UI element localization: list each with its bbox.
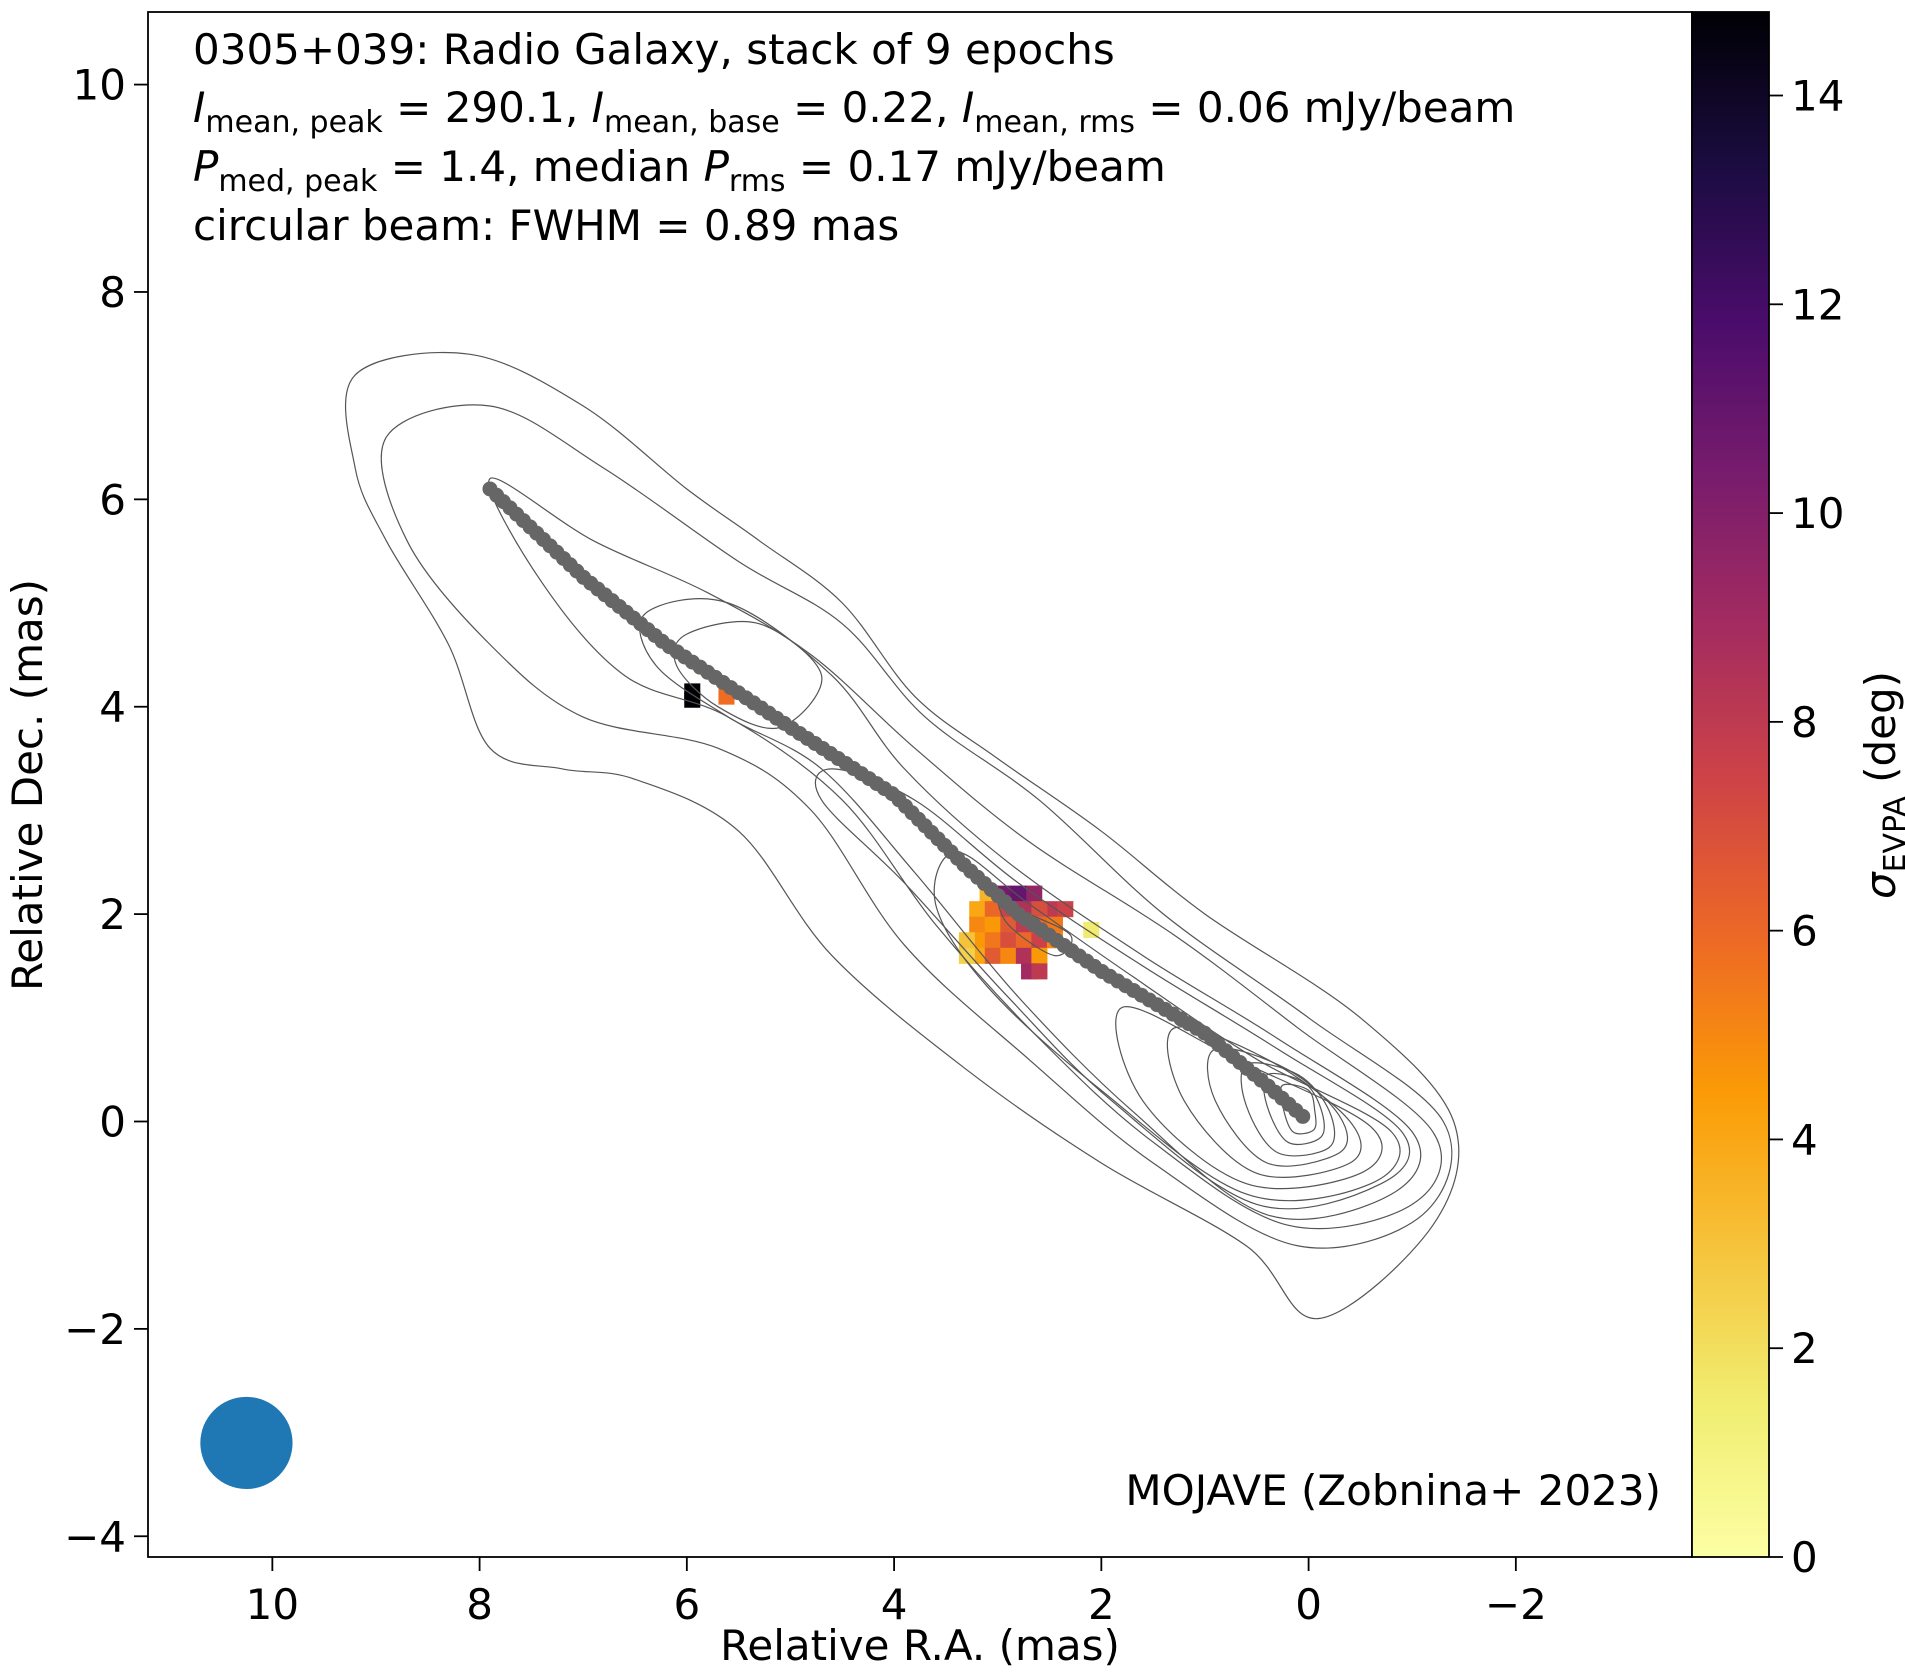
- x-tick-label: 6: [673, 1580, 700, 1629]
- colorbar-label: σEVPA (deg): [1856, 671, 1905, 899]
- colorbar-tick-label: 4: [1791, 1115, 1818, 1164]
- colorbar-ticks: 0 2 4 6 8 10 12 14: [1769, 72, 1844, 1582]
- contour-line: [933, 851, 1401, 1202]
- evpa-pixel: [958, 947, 975, 964]
- x-tick-label: −2: [1485, 1580, 1547, 1629]
- evpa-pixel: [1000, 947, 1017, 964]
- evpa-pixel: [969, 901, 986, 918]
- y-axis-ticks: −4 −2 0 2 4 6 8 10: [64, 61, 148, 1561]
- contour-line: [1262, 1072, 1325, 1145]
- evpa-pixel: [969, 916, 986, 933]
- y-tick-label: −4: [64, 1512, 126, 1561]
- evpa-pixel: [1000, 932, 1017, 949]
- colorbar-tick-label: 14: [1791, 72, 1844, 121]
- annotation-polarization: Pmed, peak = 1.4, median Prms = 0.17 mJy…: [193, 142, 1166, 199]
- contour-line: [380, 404, 1453, 1249]
- x-tick-label: 8: [466, 1580, 493, 1629]
- annotation-beam: circular beam: FWHM = 0.89 mas: [193, 201, 899, 250]
- colorbar-tick-label: 0: [1791, 1533, 1818, 1582]
- plot-area: [200, 351, 1460, 1490]
- intensity-symbol-3: I: [962, 83, 974, 132]
- evpa-pixel: [984, 901, 1001, 918]
- polarization-text-1: = 1.4, median: [377, 142, 703, 191]
- evpa-pixel: [1083, 921, 1100, 938]
- ridgeline: [482, 481, 1311, 1124]
- intensity-symbol-2: I: [592, 83, 604, 132]
- polarization-symbol-1: P: [193, 142, 219, 191]
- contour-line: [344, 351, 1460, 1320]
- colorbar-label-rest: (deg): [1856, 671, 1905, 796]
- evpa-pixel: [984, 916, 1001, 933]
- x-tick-label: 10: [246, 1580, 299, 1629]
- colorbar-label-symbol: σ: [1856, 871, 1905, 899]
- y-tick-label: −2: [64, 1305, 126, 1354]
- ridgeline-point: [1295, 1108, 1311, 1124]
- intensity-sub-3: mean, rms: [974, 105, 1135, 140]
- y-axis-label: Relative Dec. (mas): [3, 579, 52, 991]
- contour-line: [639, 598, 1422, 1220]
- colorbar-tick-label: 10: [1791, 489, 1844, 538]
- intensity-symbol-1: I: [193, 83, 205, 132]
- evpa-pixel: [984, 932, 1001, 949]
- evpa-pixel: [1031, 947, 1048, 964]
- evpa-pixel: [958, 932, 975, 949]
- x-axis-ticks: 10 8 6 4 2 0 −2: [246, 1557, 1547, 1629]
- annotation-intensity: Imean, peak = 290.1, Imean, base = 0.22,…: [193, 83, 1515, 140]
- intensity-sub-2: mean, base: [604, 105, 780, 140]
- y-tick-label: 10: [73, 61, 126, 110]
- evpa-pixel: [1015, 947, 1032, 964]
- credit-text: MOJAVE (Zobnina+ 2023): [1125, 1466, 1661, 1515]
- evpa-pixel: [1015, 932, 1032, 949]
- polarization-symbol-2: P: [704, 142, 730, 191]
- x-tick-label: 2: [1088, 1580, 1115, 1629]
- colorbar-tick-label: 12: [1791, 280, 1844, 329]
- colorbar: [1691, 11, 1770, 1558]
- x-tick-label: 0: [1295, 1580, 1322, 1629]
- intensity-sub-1: mean, peak: [205, 105, 383, 140]
- y-tick-label: 6: [99, 475, 126, 524]
- y-tick-label: 0: [99, 1097, 126, 1146]
- y-tick-label: 8: [99, 268, 126, 317]
- y-tick-label: 2: [99, 890, 126, 939]
- colorbar-label-sub: EVPA: [1878, 796, 1905, 873]
- y-tick-label: 4: [99, 683, 126, 732]
- evpa-pixel: [1031, 963, 1048, 980]
- colorbar-tick-label: 2: [1791, 1324, 1818, 1373]
- contour-line: [1240, 1062, 1336, 1157]
- beam-ellipse: [200, 1396, 293, 1490]
- evpa-pixel: [1010, 885, 1027, 902]
- annotation-title: 0305+039: Radio Galaxy, stack of 9 epoch…: [193, 25, 1115, 74]
- colorbar-tick-label: 8: [1791, 698, 1818, 747]
- evpa-pixel: [1031, 901, 1048, 918]
- x-tick-label: 4: [881, 1580, 908, 1629]
- colorbar-tick-label: 6: [1791, 907, 1818, 956]
- evpa-pixel: [984, 947, 1001, 964]
- polarization-sub-2: rms: [729, 164, 786, 199]
- x-axis-label: Relative R.A. (mas): [720, 1621, 1120, 1670]
- polarization-sub-1: med, peak: [218, 164, 378, 199]
- contour-line: [814, 768, 1411, 1210]
- intensity-text-2: = 0.22,: [780, 83, 962, 132]
- polarization-text-2: = 0.17 mJy/beam: [786, 142, 1166, 191]
- intensity-text-3: = 0.06 mJy/beam: [1135, 83, 1515, 132]
- intensity-text-1: = 290.1,: [383, 83, 592, 132]
